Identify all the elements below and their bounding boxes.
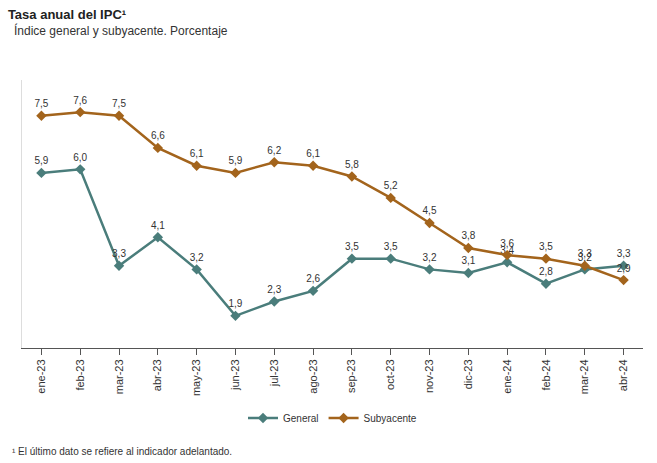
svg-text:nov-23: nov-23	[423, 359, 435, 393]
svg-text:2,9: 2,9	[617, 263, 631, 274]
svg-text:¹ El último dato se refiere al: ¹ El último dato se refiere al indicador…	[12, 446, 232, 457]
svg-text:sep-23: sep-23	[345, 359, 357, 393]
svg-text:2,3: 2,3	[267, 284, 281, 295]
svg-text:may-23: may-23	[190, 359, 202, 396]
svg-text:3,3: 3,3	[112, 248, 126, 259]
svg-text:5,8: 5,8	[345, 159, 359, 170]
svg-text:5,2: 5,2	[384, 180, 398, 191]
svg-text:abr-24: abr-24	[617, 359, 629, 391]
svg-text:5,9: 5,9	[229, 155, 243, 166]
svg-text:Índice general y subyacente. P: Índice general y subyacente. Porcentaje	[14, 23, 228, 38]
svg-text:jun-23: jun-23	[229, 359, 241, 391]
svg-text:3,2: 3,2	[190, 252, 204, 263]
svg-text:6,1: 6,1	[190, 148, 204, 159]
svg-text:ene-23: ene-23	[35, 359, 47, 393]
svg-text:3,3: 3,3	[578, 248, 592, 259]
svg-text:7,6: 7,6	[73, 95, 87, 106]
svg-text:mar-23: mar-23	[113, 359, 125, 394]
svg-text:abr-23: abr-23	[151, 359, 163, 391]
svg-text:3,3: 3,3	[617, 248, 631, 259]
svg-text:3,5: 3,5	[384, 241, 398, 252]
svg-text:6,2: 6,2	[267, 145, 281, 156]
svg-text:3,6: 3,6	[500, 238, 514, 249]
svg-text:3,2: 3,2	[578, 252, 592, 263]
svg-text:General: General	[283, 413, 319, 424]
svg-text:6,0: 6,0	[73, 152, 87, 163]
svg-text:7,5: 7,5	[34, 98, 48, 109]
svg-text:4,1: 4,1	[151, 220, 165, 231]
svg-text:2,6: 2,6	[306, 273, 320, 284]
svg-text:Tasa anual del IPC¹: Tasa anual del IPC¹	[8, 7, 126, 22]
svg-text:3,1: 3,1	[461, 255, 475, 266]
svg-text:1,9: 1,9	[229, 298, 243, 309]
svg-text:6,6: 6,6	[151, 130, 165, 141]
svg-text:6,1: 6,1	[306, 148, 320, 159]
svg-text:feb-23: feb-23	[74, 359, 86, 390]
svg-text:7,5: 7,5	[112, 98, 126, 109]
svg-text:3,8: 3,8	[461, 230, 475, 241]
svg-text:feb-24: feb-24	[540, 359, 552, 390]
svg-text:mar-24: mar-24	[578, 359, 590, 394]
svg-text:2,8: 2,8	[539, 266, 553, 277]
svg-text:oct-23: oct-23	[384, 359, 396, 390]
svg-text:3,5: 3,5	[345, 241, 359, 252]
svg-text:5,9: 5,9	[34, 155, 48, 166]
svg-text:3,4: 3,4	[500, 245, 514, 256]
svg-text:3,5: 3,5	[539, 241, 553, 252]
svg-text:jul-23: jul-23	[268, 359, 280, 387]
svg-text:ene-24: ene-24	[501, 359, 513, 393]
svg-text:3,2: 3,2	[423, 252, 437, 263]
svg-text:4,5: 4,5	[423, 205, 437, 216]
svg-text:Subyacente: Subyacente	[364, 413, 417, 424]
svg-text:ago-23: ago-23	[307, 359, 319, 393]
svg-text:dic-23: dic-23	[462, 359, 474, 389]
